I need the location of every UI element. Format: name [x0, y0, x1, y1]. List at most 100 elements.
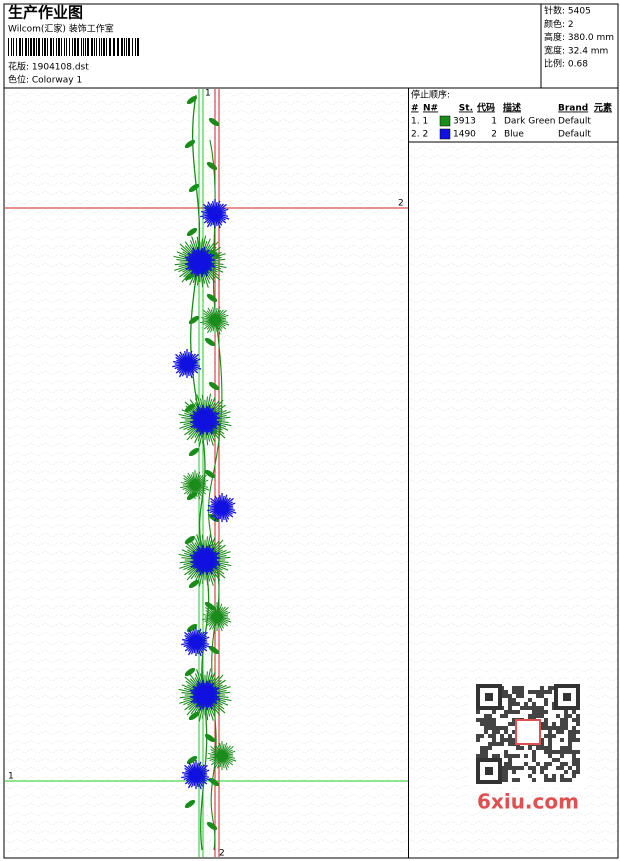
- qr-cell: [476, 734, 480, 738]
- qr-cell: [564, 770, 568, 774]
- qr-cell: [524, 702, 528, 706]
- qr-cell: [568, 778, 572, 782]
- bar-stripe: [30, 38, 32, 56]
- qr-cell: [516, 690, 520, 694]
- flower: [181, 627, 211, 657]
- qr-cell: [508, 754, 512, 758]
- qr-cell: [544, 710, 548, 714]
- leaf: [208, 513, 220, 523]
- qr-cell: [548, 686, 552, 690]
- qr-cell: [508, 762, 512, 766]
- column-header: Brand: [558, 104, 588, 114]
- leaf: [186, 95, 198, 105]
- qr-cell: [532, 770, 536, 774]
- flower: [189, 404, 221, 436]
- qr-cell: [528, 706, 532, 710]
- qr-cell: [572, 754, 576, 758]
- flower: [181, 760, 211, 790]
- qr-cell: [480, 722, 484, 726]
- bar-stripe: [128, 38, 130, 56]
- color-swatch: [439, 128, 451, 140]
- qr-cell: [508, 698, 512, 702]
- leaf: [204, 733, 216, 743]
- qr-cell: [572, 750, 576, 754]
- qr-cell: [532, 706, 536, 710]
- qr-cell: [488, 734, 492, 738]
- qr-cell: [548, 734, 552, 738]
- qr-cell: [548, 742, 552, 746]
- qr-cell: [484, 746, 488, 750]
- qr-cell: [496, 742, 500, 746]
- qr-cell: [504, 762, 508, 766]
- qr-logo: [515, 719, 541, 745]
- row-brand: Default: [558, 117, 591, 127]
- qr-cell: [576, 718, 580, 722]
- info-line: 高度: 380.0 mm: [544, 31, 614, 43]
- qr-cell: [484, 730, 488, 734]
- qr-cell: [544, 750, 548, 754]
- qr-cell: [560, 778, 564, 782]
- bar-stripe: [137, 38, 139, 56]
- stop-title: 停止顺序:: [411, 89, 450, 101]
- leaf: [188, 315, 200, 325]
- qr-cell: [552, 750, 556, 754]
- qr-cell: [548, 754, 552, 758]
- flower-center: [199, 554, 211, 566]
- qr-cell: [560, 774, 564, 778]
- qr-cell: [564, 710, 568, 714]
- bar-stripe: [64, 38, 65, 56]
- qr-cell: [488, 718, 492, 722]
- bar-stripe: [61, 38, 62, 56]
- guide-label: 2: [398, 199, 404, 209]
- qr-cell: [540, 770, 544, 774]
- bar-stripe: [99, 38, 100, 56]
- qr-cell: [512, 686, 516, 690]
- qr-cell: [544, 746, 548, 750]
- bar-stripe: [36, 38, 37, 56]
- qr-cell: [540, 766, 544, 770]
- column-header: N#: [423, 104, 438, 114]
- qr-cell: [564, 778, 568, 782]
- qr-cell: [576, 722, 580, 726]
- qr-cell: [536, 710, 540, 714]
- qr-cell: [488, 714, 492, 718]
- qr-cell: [544, 734, 548, 738]
- design-file: 花版: 1904108.dst: [8, 61, 89, 73]
- vine: [190, 94, 210, 851]
- qr-cell: [512, 778, 516, 782]
- qr-cell: [520, 706, 524, 710]
- qr-cell: [516, 702, 520, 706]
- qr-cell: [548, 690, 552, 694]
- qr-cell: [572, 730, 576, 734]
- qr-cell: [548, 730, 552, 734]
- qr-cell: [556, 758, 560, 762]
- qr-cell: [540, 706, 544, 710]
- qr-cell: [504, 770, 508, 774]
- bar-stripe: [38, 38, 40, 56]
- row-index: 2. 2: [411, 130, 428, 140]
- qr-cell: [520, 694, 524, 698]
- qr-cell: [528, 746, 532, 750]
- qr-cell: [560, 730, 564, 734]
- qr-cell: [536, 714, 540, 718]
- leaf: [186, 755, 198, 765]
- bar-stripe: [72, 38, 73, 56]
- qr-cell: [564, 718, 568, 722]
- qr-cell: [500, 738, 504, 742]
- leaf: [184, 799, 196, 809]
- bar-stripe: [85, 38, 86, 56]
- bar-stripe: [56, 38, 57, 56]
- qr-cell: [536, 706, 540, 710]
- flower-center: [194, 256, 206, 268]
- qr-cell: [528, 766, 532, 770]
- bar-stripe: [66, 38, 67, 56]
- bar-stripe: [8, 38, 9, 56]
- qr-cell: [508, 738, 512, 742]
- studio: Wilcom(汇家) 装饰工作室: [8, 23, 114, 35]
- flower-center: [216, 750, 228, 762]
- qr-cell: [564, 762, 568, 766]
- qr-cell: [476, 738, 480, 742]
- qr-finder: [563, 693, 571, 701]
- qr-cell: [560, 746, 564, 750]
- guide-label: 1: [205, 89, 211, 99]
